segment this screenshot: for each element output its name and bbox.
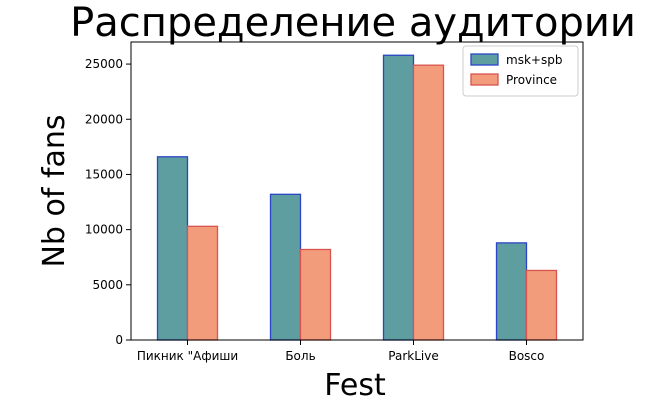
legend-swatch [470,73,499,86]
y-axis: 0 5000 10000 15000 20000 25000 [85,57,131,347]
bar-msk-spb-2 [382,54,415,341]
y-tick-label: 10000 [85,223,123,237]
y-tick-label: 5000 [92,278,123,292]
legend-label: msk+spb [506,53,562,67]
bar-province-3 [525,269,558,341]
legend: msk+spb Province [462,45,579,97]
bars-group [156,54,558,341]
legend-swatch [470,53,499,66]
x-axis: Пикник "Афиши Боль ParkLive Bosco [137,340,545,363]
x-tick-label: ParkLive [388,349,438,363]
y-tick-label: 15000 [85,167,123,181]
y-tick-label: 20000 [85,112,123,126]
legend-label: Province [506,73,557,87]
bar-province-2 [412,64,445,341]
bar-msk-spb-3 [495,242,528,341]
chart-title: Распределение аудитории [70,0,636,46]
bar-province-1 [299,248,332,341]
plot-area-frame [130,41,584,341]
bar-msk-spb-0 [156,156,189,341]
y-tick-label: 25000 [85,57,123,71]
y-tick-label: 0 [115,333,123,347]
bar-province-0 [186,225,219,341]
x-tick-label: Пикник "Афиши [137,349,238,363]
bar-msk-spb-1 [269,193,302,341]
x-axis-label: Fest [324,368,386,403]
y-axis-label: Nb of fans [37,114,72,267]
x-tick-label: Bosco [509,349,545,363]
x-tick-label: Боль [285,349,315,363]
